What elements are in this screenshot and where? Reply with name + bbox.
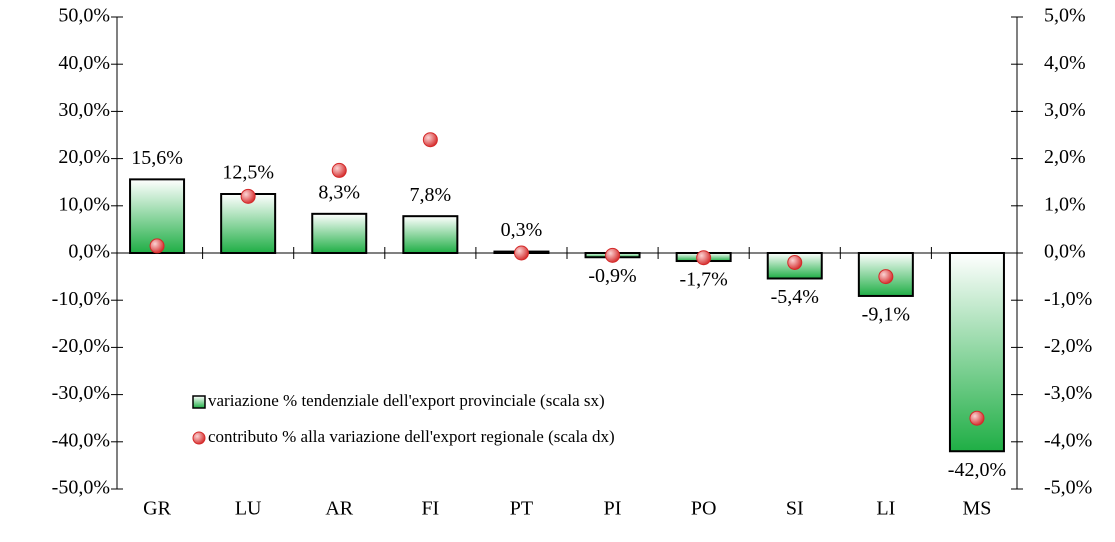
y-tick-label: -20,0% (52, 335, 110, 357)
y-tick-label: 20,0% (58, 146, 110, 168)
y2-tick-label: -1,0% (1044, 288, 1092, 310)
data-label: -42,0% (948, 459, 1006, 481)
y2-tick-label: -4,0% (1044, 429, 1092, 451)
y-tick-label: 10,0% (58, 193, 110, 215)
data-label: 12,5% (222, 162, 274, 184)
data-label: 8,3% (318, 181, 360, 203)
x-tick-label: MS (962, 498, 991, 520)
x-tick-label: FI (421, 498, 439, 520)
y-tick-label: 40,0% (58, 52, 110, 74)
data-label: -1,7% (679, 269, 727, 291)
y-tick-label: 50,0% (58, 5, 110, 27)
y2-tick-label: 0,0% (1044, 241, 1086, 263)
legend-swatch (192, 431, 206, 445)
x-tick-label: LU (235, 498, 262, 520)
dot (696, 250, 712, 266)
y-tick-label: 30,0% (58, 99, 110, 121)
y2-tick-label: 4,0% (1044, 52, 1086, 74)
y-tick-label: -10,0% (52, 288, 110, 310)
data-label: 7,8% (410, 184, 452, 206)
y-tick-label: -40,0% (52, 429, 110, 451)
y2-tick-label: -3,0% (1044, 382, 1092, 404)
data-label: -5,4% (771, 286, 819, 308)
dot (331, 162, 347, 178)
data-label: -0,9% (588, 265, 636, 287)
dot (513, 245, 529, 261)
y2-tick-label: 2,0% (1044, 146, 1086, 168)
dot (605, 247, 621, 263)
data-label: 0,3% (501, 219, 543, 241)
y2-tick-label: 5,0% (1044, 5, 1086, 27)
bar (402, 215, 459, 255)
bar (311, 212, 368, 255)
dot (787, 254, 803, 270)
x-tick-label: PO (691, 498, 717, 520)
x-tick-label: AR (325, 498, 353, 520)
x-tick-label: SI (786, 498, 804, 520)
data-label: -9,1% (862, 304, 910, 326)
y2-tick-label: 3,0% (1044, 99, 1086, 121)
legend-label: variazione % tendenziale dell'export pro… (208, 391, 605, 410)
dot (969, 410, 985, 426)
x-tick-label: PI (604, 498, 622, 520)
y-tick-label: 0,0% (68, 241, 110, 263)
y2-tick-label: -2,0% (1044, 335, 1092, 357)
data-label: 15,6% (131, 147, 183, 169)
y-tick-label: -50,0% (52, 477, 110, 499)
dot (149, 238, 165, 254)
legend-swatch (192, 395, 206, 409)
dot (878, 269, 894, 285)
legend-label: contributo % alla variazione dell'export… (208, 427, 615, 446)
x-tick-label: LI (876, 498, 895, 520)
dot (422, 132, 438, 148)
x-tick-label: PT (510, 498, 533, 520)
y2-tick-label: -5,0% (1044, 477, 1092, 499)
x-tick-label: GR (143, 498, 171, 520)
y2-tick-label: 1,0% (1044, 193, 1086, 215)
dot (240, 188, 256, 204)
y-tick-label: -30,0% (52, 382, 110, 404)
